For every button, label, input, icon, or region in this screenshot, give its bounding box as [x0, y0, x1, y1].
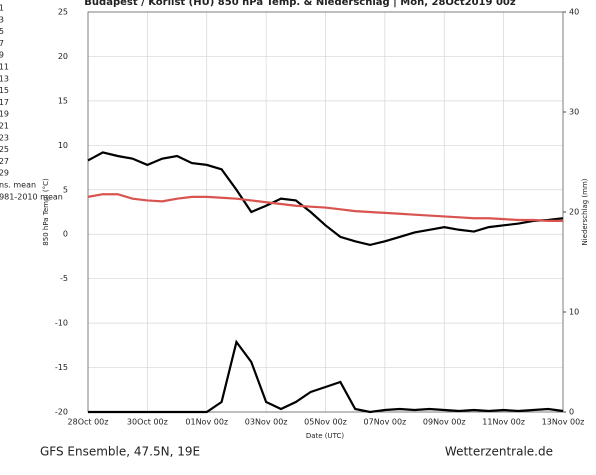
- x-axis-label: Date (UTC): [306, 432, 345, 440]
- legend-label: P15: [0, 86, 9, 95]
- y-axis-label: 850 hPa Temp. (°C): [42, 178, 50, 246]
- footer-right: Wetterzentrale.de: [445, 445, 553, 459]
- legend-label: P29: [0, 169, 9, 178]
- y2-tick-label: 10: [569, 308, 579, 317]
- legend-label: P21: [0, 122, 9, 131]
- x-tick-label: 30Oct 00z: [127, 418, 168, 427]
- x-tick-label: 05Nov 00z: [304, 418, 347, 427]
- series-line: [88, 339, 564, 414]
- x-tick-label: 13Nov 00z: [542, 418, 585, 427]
- y-tick-label: -20: [55, 408, 68, 417]
- legend-label: P23: [0, 133, 9, 142]
- legend-label: P13: [0, 74, 9, 83]
- y-tick-label: 25: [58, 8, 68, 17]
- y2-tick-label: 40: [569, 8, 579, 17]
- legend-label: P11: [0, 63, 9, 72]
- legend-label: P27: [0, 157, 9, 166]
- y-tick-label: -10: [55, 319, 68, 328]
- x-tick-label: 09Nov 00z: [423, 418, 466, 427]
- series-line: [87, 193, 563, 222]
- y2-tick-label: 0: [569, 408, 574, 417]
- legend-label: P3: [0, 15, 4, 24]
- plot-frame: [87, 11, 564, 413]
- y-tick-label: 10: [58, 141, 68, 150]
- legend-label: 1981-2010 mean: [0, 192, 63, 201]
- y-tick-label: 15: [58, 96, 68, 105]
- y-tick-label: 0: [63, 230, 68, 239]
- footer-left: GFS Ensemble, 47.5N, 19E: [40, 445, 200, 459]
- y2-tick-label: 30: [569, 108, 579, 117]
- legend-label: P5: [0, 27, 4, 36]
- legend-label: P19: [0, 110, 9, 119]
- x-tick-label: 11Nov 00z: [482, 418, 525, 427]
- y-tick-label: 5: [63, 185, 68, 194]
- y2-axis-label: Niederschlag (mm): [581, 178, 589, 245]
- x-tick-label: 28Oct 00z: [68, 418, 109, 427]
- y-tick-label: 20: [58, 52, 68, 61]
- y-tick-label: -5: [60, 274, 68, 283]
- y2-tick-label: 20: [569, 208, 579, 217]
- chart-title: Budapest / Korlist (HU) 850 hPa Temp. & …: [84, 0, 516, 8]
- x-tick-label: 07Nov 00z: [364, 418, 407, 427]
- legend-label: Ens. mean: [0, 181, 36, 190]
- y-tick-label: -15: [55, 363, 68, 372]
- x-tick-label: 03Nov 00z: [245, 418, 288, 427]
- legend-label: P17: [0, 98, 9, 107]
- series-line: [87, 151, 564, 247]
- x-tick-label: 01Nov 00z: [185, 418, 228, 427]
- legend-label: P1: [0, 4, 4, 13]
- legend-label: P9: [0, 51, 4, 60]
- legend-label: P25: [0, 145, 9, 154]
- legend-label: P7: [0, 39, 4, 48]
